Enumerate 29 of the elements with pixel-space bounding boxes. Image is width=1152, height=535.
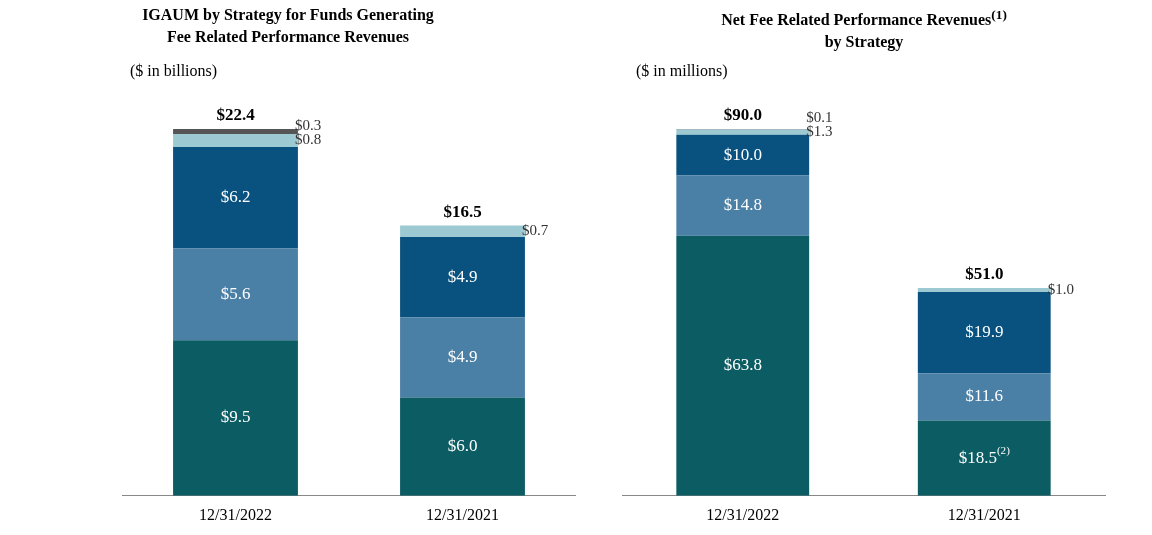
chart-subtitle: ($ in billions) xyxy=(130,62,218,80)
data-label: $6.0 xyxy=(447,436,478,456)
data-label: $1.0 xyxy=(1047,280,1074,297)
x-tick-label: 12/31/2021 xyxy=(426,505,499,523)
total-label: $22.4 xyxy=(216,105,256,125)
data-label: $14.8 xyxy=(723,195,762,215)
data-label: $11.6 xyxy=(965,386,1004,406)
data-label: $4.9 xyxy=(447,346,478,366)
x-tick-label: 12/31/2022 xyxy=(199,505,272,523)
data-label: $4.9 xyxy=(447,266,478,286)
data-label: $0.8 xyxy=(294,131,322,148)
data-label: $9.5 xyxy=(220,407,251,427)
data-label: $0.7 xyxy=(521,222,549,239)
x-tick-label: 12/31/2021 xyxy=(947,505,1021,523)
data-label: $10.0 xyxy=(723,144,762,164)
total-label: $90.0 xyxy=(723,105,762,125)
data-label: $63.8 xyxy=(723,355,762,375)
data-label: $0.1 xyxy=(806,109,833,126)
data-label: $19.9 xyxy=(965,322,1004,342)
x-tick-label: 12/31/2022 xyxy=(706,505,780,523)
chart-title: IGAUM by Strategy for Funds Generating Fee Related Performance Revenues xyxy=(141,5,435,47)
data-label: $6.2 xyxy=(220,187,251,207)
total-label: $16.5 xyxy=(443,202,482,222)
chart-title: Net Fee Related Performance Revenues$^{(1)}$ by Strategy xyxy=(721,7,1007,51)
chart-subtitle: ($ in millions) xyxy=(636,62,728,80)
total-label: $51.0 xyxy=(965,264,1004,284)
data-label: $0.3 xyxy=(294,117,322,134)
data-label: $5.6 xyxy=(220,283,251,303)
data-label: $1.3 xyxy=(806,123,833,140)
